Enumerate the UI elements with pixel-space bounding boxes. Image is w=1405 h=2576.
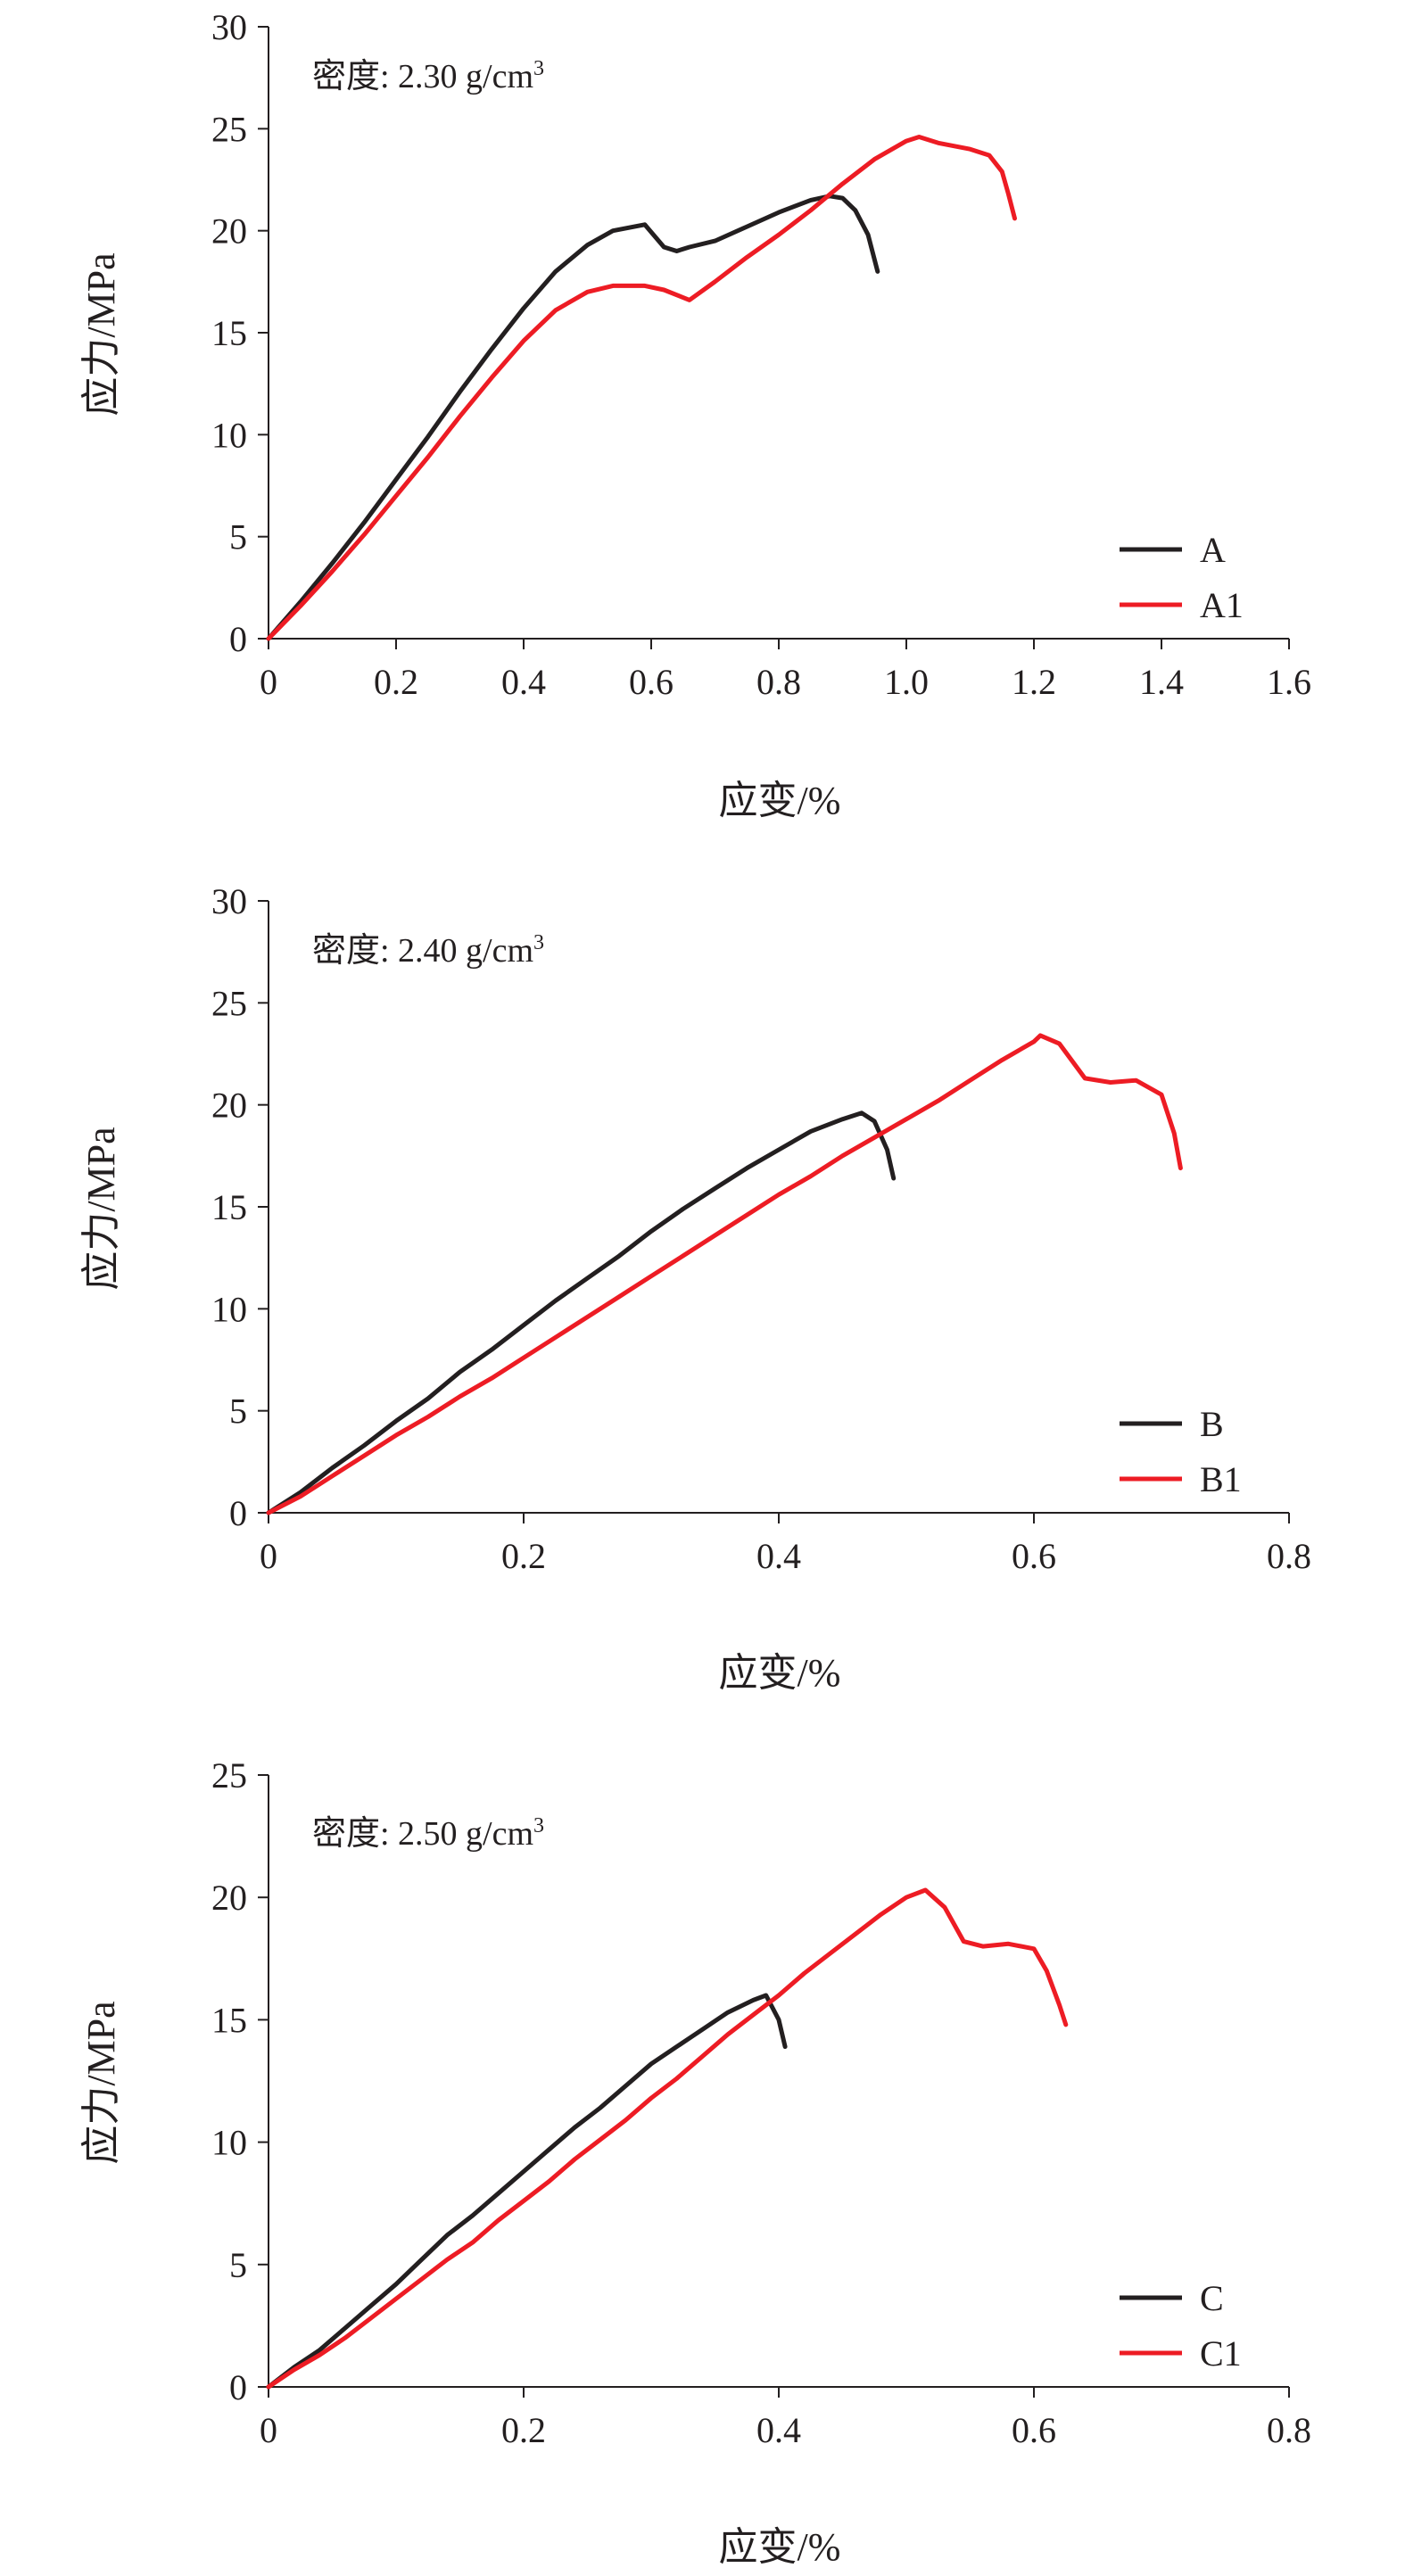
y-tick-label: 20 (211, 1086, 247, 1126)
x-tick-label: 0.4 (756, 2410, 801, 2450)
legend-label-c: C (1200, 2278, 1224, 2318)
series-line-c1 (266, 1887, 1069, 2390)
x-tick-label: 0.6 (1012, 2410, 1056, 2450)
y-tick-label: 15 (211, 2000, 247, 2040)
y-tick-label: 20 (211, 211, 247, 252)
y-axis-title-1: 应力/MPa (79, 252, 123, 416)
x-axis-title-2: 应变/% (719, 1651, 841, 1695)
legend-label-b: B (1200, 1404, 1224, 1444)
x-tick-label: 0 (260, 662, 277, 702)
x-tick-label: 1.6 (1267, 662, 1311, 702)
x-tick-label: 0.8 (1267, 1536, 1311, 1576)
y-tick-label: 5 (229, 1391, 247, 1432)
y-tick-label: 25 (211, 109, 247, 149)
y-axis-title-2: 应力/MPa (79, 1127, 123, 1290)
y-tick-label: 15 (211, 313, 247, 353)
x-tick-label: 0.8 (756, 662, 801, 702)
y-tick-label: 10 (211, 415, 247, 455)
x-tick-label: 0 (260, 2410, 277, 2450)
series-line-b (266, 1110, 897, 1515)
x-tick-label: 1.2 (1012, 662, 1056, 702)
panel-3: 密度: 2.50 g/cm3 应力/MPa 应变/% 0 5 10 15 20 25 0 0.… (79, 1755, 1311, 2569)
x-tick-label: 0.8 (1267, 2410, 1311, 2450)
y-tick-label: 30 (211, 7, 247, 47)
y-tick-label: 0 (229, 1493, 247, 1533)
legend-label-a: A (1200, 530, 1226, 570)
x-tick-label: 0.6 (1012, 1536, 1056, 1576)
density-annotation-2: 密度: 2.40 g/cm3 (312, 931, 544, 970)
series-line-a1 (266, 135, 1017, 641)
legend-label-c1: C1 (1200, 2333, 1242, 2374)
y-axis-title-3: 应力/MPa (79, 2001, 123, 2164)
x-tick-label: 0.4 (501, 662, 546, 702)
legend-label-b1: B1 (1200, 1459, 1242, 1499)
y-tick-label: 25 (211, 1755, 247, 1796)
y-tick-label: 15 (211, 1187, 247, 1227)
panel-2: 密度: 2.40 g/cm3 应力/MPa 应变/% 0 5 10 15 20 25 30 0… (79, 881, 1311, 1695)
density-annotation-1: 密度: 2.30 g/cm3 (312, 57, 544, 95)
y-tick-label: 5 (229, 517, 247, 557)
y-tick-label: 0 (229, 2367, 247, 2407)
series-line-b1 (266, 1033, 1183, 1515)
x-tick-label: 1.4 (1139, 662, 1184, 702)
x-tick-label: 0.4 (756, 1536, 801, 1576)
y-tick-label: 0 (229, 619, 247, 659)
series-line-c (266, 1993, 788, 2390)
density-annotation-3: 密度: 2.50 g/cm3 (312, 1814, 544, 1853)
x-tick-label: 1.0 (884, 662, 929, 702)
x-tick-label: 0.2 (501, 2410, 546, 2450)
x-tick-label: 0.6 (629, 662, 674, 702)
y-tick-label: 20 (211, 1878, 247, 1918)
panel-1: 密度: 2.30 g/cm3 应力/MPa 应变/% 0 5 10 15 20 25 30 0… (79, 7, 1311, 822)
x-axis-title-1: 应变/% (719, 779, 841, 822)
x-tick-label: 0.2 (501, 1536, 546, 1576)
y-tick-label: 10 (211, 2123, 247, 2163)
x-tick-label: 0 (260, 1536, 277, 1576)
x-axis-title-3: 应变/% (719, 2525, 841, 2569)
x-tick-label: 0.2 (374, 662, 418, 702)
y-tick-label: 10 (211, 1289, 247, 1329)
series-line-a (266, 194, 880, 641)
y-tick-label: 30 (211, 881, 247, 921)
legend-label-a1: A1 (1200, 585, 1244, 625)
y-tick-label: 5 (229, 2245, 247, 2285)
y-tick-label: 25 (211, 983, 247, 1023)
